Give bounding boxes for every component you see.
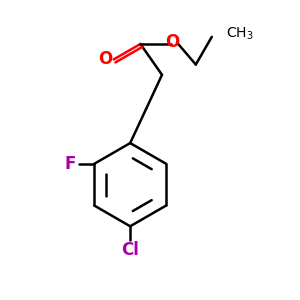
Text: F: F: [65, 155, 76, 173]
Text: O: O: [165, 33, 179, 51]
Text: Cl: Cl: [121, 241, 139, 259]
Text: O: O: [98, 50, 112, 68]
Text: CH$_3$: CH$_3$: [226, 26, 253, 42]
